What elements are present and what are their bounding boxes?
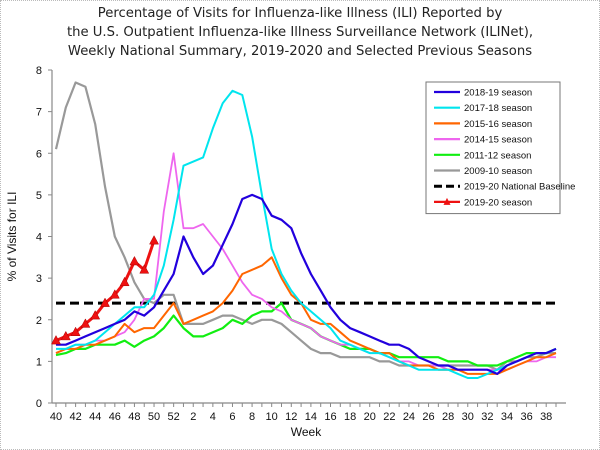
x-tick-label: 32 <box>481 411 493 423</box>
x-tick-label: 10 <box>266 411 278 423</box>
x-tick-label: 4 <box>210 411 216 423</box>
legend-box <box>425 81 561 215</box>
series-line-2009-10-season <box>54 81 556 371</box>
x-tick-label: 8 <box>249 411 255 423</box>
data-point-2019-20 <box>90 310 101 320</box>
legend-item: 2011-12 season <box>434 150 531 161</box>
legend-label: 2019-20 season <box>464 197 532 208</box>
legend-item: 2009-10 season <box>434 166 532 177</box>
x-tick-label: 34 <box>501 411 513 423</box>
y-tick-label: 5 <box>36 190 42 202</box>
x-tick-label: 22 <box>383 411 395 423</box>
legend-label: 2011-12 season <box>464 150 531 161</box>
legend-item: 2019-20 season <box>434 197 532 208</box>
y-tick-label: 6 <box>36 148 42 160</box>
x-tick-label: 36 <box>520 411 532 423</box>
legend-label: 2009-10 season <box>464 166 532 177</box>
legend-item: 2015-16 season <box>434 119 532 130</box>
x-tick-label: 14 <box>305 411 317 423</box>
chart-title-line-2: the U.S. Outpatient Influenza-like Illne… <box>66 25 534 40</box>
y-axis-label: % of Visits for ILI <box>5 192 19 282</box>
series-line-2018-19-season <box>56 193 557 375</box>
x-tick-label: 50 <box>148 411 160 423</box>
data-point-2019-20 <box>129 255 140 266</box>
data-point-2019-20 <box>149 235 159 245</box>
y-tick-label: 2 <box>36 315 42 327</box>
x-tick-label: 44 <box>89 411 101 423</box>
data-point-2019-20 <box>139 264 150 274</box>
x-tick-label: 42 <box>69 411 81 423</box>
legend-item: 2018-19 season <box>434 88 532 99</box>
y-tick-label: 3 <box>36 273 42 285</box>
legend-label: 2017-18 season <box>464 103 532 114</box>
legend-item: 2019-20 National Baseline <box>434 182 575 193</box>
x-tick-label: 16 <box>324 411 336 423</box>
y-tick-label: 7 <box>36 107 42 119</box>
data-point-2019-20 <box>119 276 130 287</box>
legend-label: 2014-15 season <box>464 135 532 146</box>
x-tick-label: 28 <box>442 411 454 423</box>
chart-title-line-1: Percentage of Visits for Influenza-like … <box>97 6 503 21</box>
legend-item: 2014-15 season <box>434 135 532 146</box>
x-axis-label: Week <box>291 425 322 439</box>
data-point-2019-20 <box>100 297 110 307</box>
chart-title-line-3: Weekly National Summary, 2019-2020 and S… <box>67 44 533 59</box>
legend-label: 2015-16 season <box>464 119 532 130</box>
data-point-2019-20 <box>51 335 61 345</box>
y-tick-label: 4 <box>36 232 42 244</box>
legend: 2018-19 season 2017-18 season 2015-16 seas… <box>425 81 575 215</box>
series-lines <box>51 81 557 379</box>
data-point-2019-20 <box>70 326 81 336</box>
series-line-2017-18-season <box>56 89 557 379</box>
x-tick-label: 40 <box>50 411 62 423</box>
x-tick-label: 12 <box>285 411 297 423</box>
x-tick-label: 52 <box>168 411 180 423</box>
x-tick-label: 46 <box>109 411 121 423</box>
y-tick-label: 0 <box>36 398 42 410</box>
x-tick-label: 24 <box>403 411 415 423</box>
x-tick-label: 38 <box>540 411 552 423</box>
x-tick-label: 20 <box>364 411 376 423</box>
x-tick-label: 6 <box>229 411 235 423</box>
x-tick-label: 30 <box>462 411 474 423</box>
legend-item: 2017-18 season <box>434 103 532 114</box>
legend-label: 2018-19 season <box>464 88 532 99</box>
y-tick-label: 8 <box>36 65 42 77</box>
series-line-2015-16-season <box>55 256 557 375</box>
x-tick-label: 18 <box>344 411 356 423</box>
y-tick-label: 1 <box>36 356 42 368</box>
legend-marker <box>443 197 451 205</box>
x-tick-label: 2 <box>190 411 196 423</box>
data-point-2019-20 <box>60 330 71 341</box>
data-point-2019-20 <box>80 318 91 328</box>
chart-title: Percentage of Visits for Influenza-like … <box>0 4 600 61</box>
x-tick-label: 26 <box>422 411 434 423</box>
x-tick-label: 48 <box>128 411 140 423</box>
legend-label: 2019-20 National Baseline <box>464 182 575 193</box>
data-point-2019-20 <box>109 289 120 299</box>
